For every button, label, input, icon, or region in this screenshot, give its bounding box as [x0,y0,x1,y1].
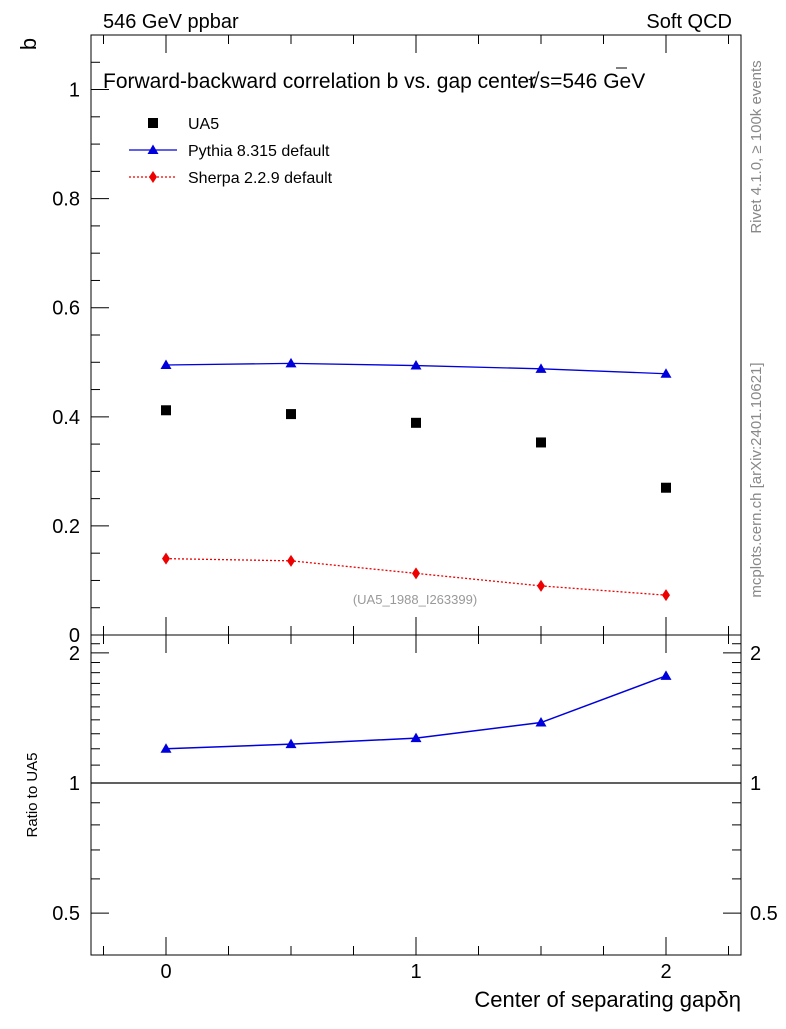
x-tick-label: 0 [160,961,171,983]
ratio-plot-frame [90,634,742,956]
legend-sherpa-label: Sherpa 2.2.9 default [188,170,333,187]
x-tick-label: 2 [660,961,671,983]
main-y-tick-label: 0.6 [52,298,80,320]
pythia-data-point [160,359,172,369]
pythia-data-point [660,368,672,378]
rivet-label: Rivet 4.1.0, ≥ 100k events [748,60,765,233]
title-suffix: =546 GeV [550,70,645,93]
ua5-data-point [161,405,171,416]
ratio-axis-ticks [91,634,741,956]
pythia-data-point [285,357,297,368]
ua5-data-point [286,409,296,420]
ua5-data-point [411,417,421,428]
ratio-data-point [160,743,172,753]
header-left: 546 GeV ppbar [103,11,239,33]
legend-pythia-marker [147,144,159,154]
main-y-tick-label: 1 [69,80,80,102]
main-y-label: b [16,38,41,50]
x-tick-label: 1 [410,961,421,983]
header-right: Soft QCD [646,11,732,33]
ratio-y-tick-labels: 0.5 0.5 1 1 2 2 [52,643,778,925]
ua5-data-point [536,437,546,448]
ratio-y-tick-label-right: 1 [750,773,761,795]
mcplots-label: mcplots.cern.ch [arXiv:2401.10621] [748,362,765,597]
ratio-data-point [285,738,297,749]
ratio-y-tick-label: 1 [69,773,80,795]
ua5-data-point [661,482,671,493]
legend-ua5-marker [148,118,158,128]
legend: UA5 Pythia 8.315 default Sherpa 2.2.9 de… [129,116,333,187]
main-y-tick-labels: 0 0.2 0.4 0.6 0.8 1 [52,80,80,647]
x-axis-label-text: Center of separating gap [474,987,716,1012]
legend-sherpa-marker [149,171,157,183]
ratio-y-tick-label: 0.5 [52,903,80,925]
analysis-watermark: (UA5_1988_I263399) [353,592,477,607]
ratio-data-point [535,717,547,727]
sherpa-data-point [162,552,170,565]
title-text: Forward-backward correlation b vs. gap c… [103,70,536,93]
ratio-y-tick-label: 2 [69,643,80,665]
sherpa-data-point [287,554,295,567]
ratio-y-tick-label-right: 2 [750,643,761,665]
ratio-y-tick-label-right: 0.5 [750,903,778,925]
pythia-data-point [410,360,422,370]
sherpa-data-point [662,589,670,602]
main-y-tick-label: 0.8 [52,189,80,211]
ratio-x-tick-labels: 0 1 2 [160,961,671,983]
main-axis-ticks [91,34,729,636]
main-y-tick-label: 0 [69,625,80,647]
sherpa-data-point [537,579,545,592]
x-axis-label-symbol: δη [717,987,741,1012]
title-sqrt-symbol: √ [528,70,540,93]
ratio-data-point [660,670,672,680]
title-sqrt-arg: s [540,70,551,93]
main-y-tick-label: 0.2 [52,516,80,538]
ratio-data-point [410,732,422,743]
ratio-series [160,670,672,753]
legend-ua5-label: UA5 [188,116,219,133]
main-series [160,357,672,602]
ratio-y-label: Ratio to UA5 [24,752,41,837]
sherpa-data-point [412,567,420,580]
main-title: Forward-backward correlation b vs. gap c… [103,70,645,93]
x-axis-label: Center of separating gapδη [474,987,741,1012]
pythia-data-point [535,363,547,373]
legend-pythia-label: Pythia 8.315 default [188,143,330,160]
main-y-tick-label: 0.4 [52,407,80,429]
